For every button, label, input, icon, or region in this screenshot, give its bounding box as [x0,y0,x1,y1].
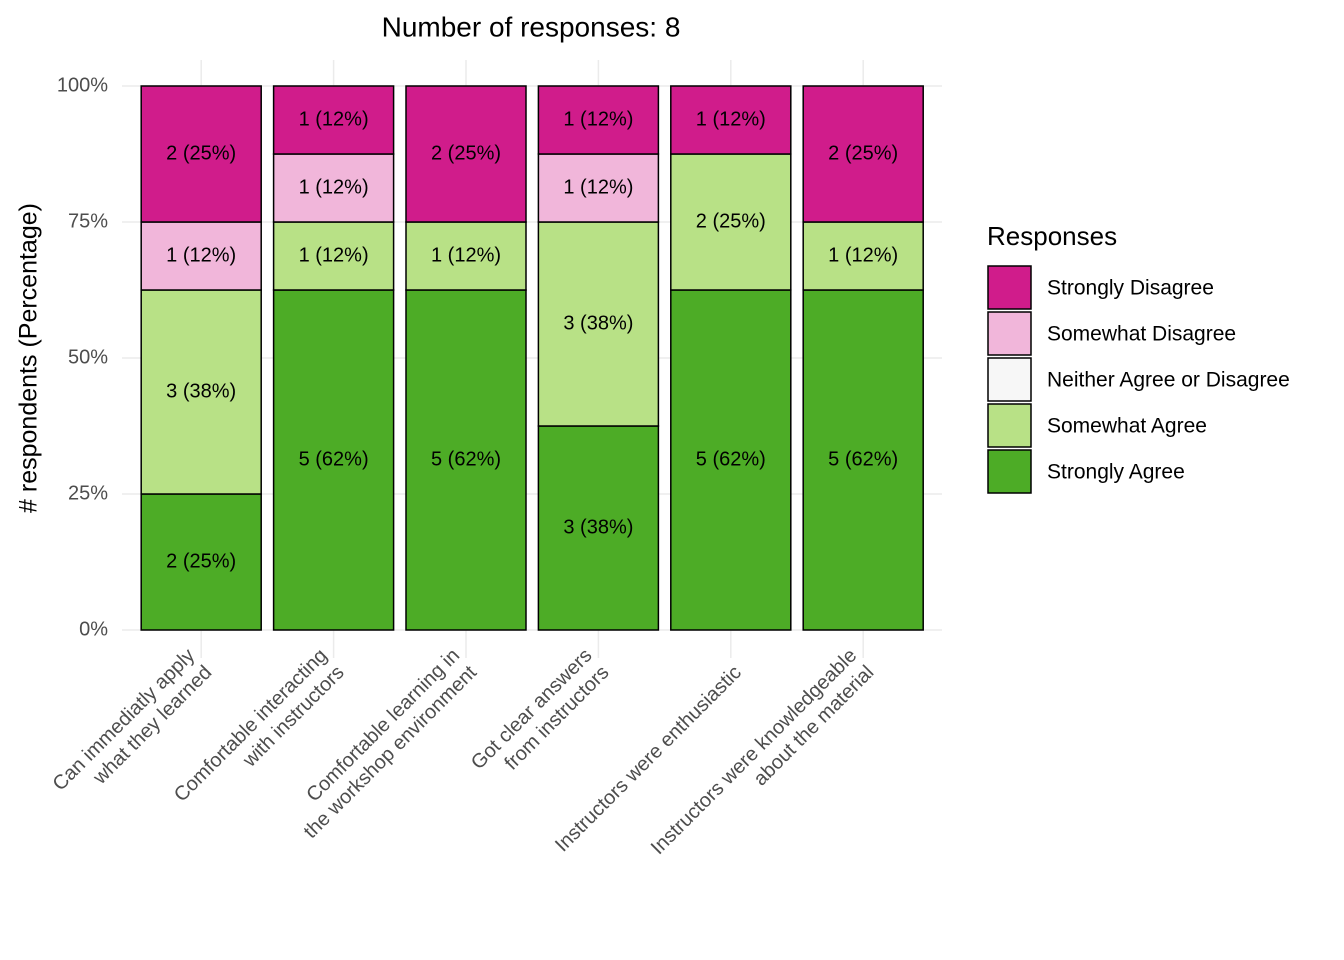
value-label: 2 (25%) [166,142,236,164]
legend-swatch [987,357,1032,402]
bar-segment [537,153,660,223]
value-label: 1 (12%) [696,108,766,130]
legend-label: Somewhat Disagree [1047,323,1236,346]
bar-segment [272,289,395,631]
legend-swatch [987,265,1032,310]
bar-segment [537,425,660,631]
y-axis-label: # respondents (Percentage) [15,203,43,513]
bar-segment [272,85,395,155]
x-tick-label: Got clear answersfrom instructors [467,645,613,791]
value-label: 2 (25%) [431,142,501,164]
legend-swatch [987,449,1032,494]
bar-segment [272,221,395,291]
x-tick-label: Instructors were knowledgeableabout the … [647,645,878,876]
bar-segment [537,221,660,427]
value-label: 2 (25%) [166,550,236,572]
bar-segment [802,289,924,631]
value-label: 1 (12%) [299,108,369,130]
value-label: 2 (25%) [828,142,898,164]
y-tick-label: 0% [79,618,108,640]
value-label: 3 (38%) [563,312,633,334]
bar-segment [272,153,395,223]
bar-segment [537,85,660,155]
legend-title: Responses [987,221,1117,251]
bar-segment [140,289,262,495]
value-label: 1 (12%) [166,244,236,266]
x-tick-line: Can immediatly apply [49,645,200,796]
legend-swatch [987,311,1032,356]
value-label: 3 (38%) [166,380,236,402]
value-label: 5 (62%) [828,448,898,470]
bar-segment [670,153,792,291]
value-label: 1 (12%) [828,244,898,266]
y-tick-label: 100% [57,74,108,96]
bar-segment [140,85,262,223]
bar-segment [405,221,527,291]
value-label: 1 (12%) [299,176,369,198]
y-tick-label: 75% [68,210,108,232]
value-label: 1 (12%) [431,244,501,266]
bar-segment [405,289,527,631]
value-label: 1 (12%) [563,108,633,130]
value-label: 1 (12%) [563,176,633,198]
value-label: 5 (62%) [696,448,766,470]
bar-segment [670,85,792,155]
bar-segment [670,289,792,631]
legend-label: Strongly Agree [1047,461,1185,484]
bar-segment [405,85,527,223]
chart-title: Number of responses: 8 [382,11,681,42]
y-tick-label: 25% [68,482,108,504]
value-label: 3 (38%) [563,516,633,538]
bar-segment [802,221,924,291]
legend-label: Somewhat Agree [1047,415,1207,438]
legend-swatch [987,403,1032,448]
value-label: 5 (62%) [431,448,501,470]
x-tick-line: Instructors were knowledgeable [647,645,861,859]
bar-segment [802,85,924,223]
bar-segment [140,221,262,291]
value-label: 5 (62%) [299,448,369,470]
legend-label: Neither Agree or Disagree [1047,369,1290,392]
value-label: 1 (12%) [299,244,369,266]
y-tick-label: 50% [68,346,108,368]
legend-label: Strongly Disagree [1047,277,1214,300]
value-label: 2 (25%) [696,210,766,232]
